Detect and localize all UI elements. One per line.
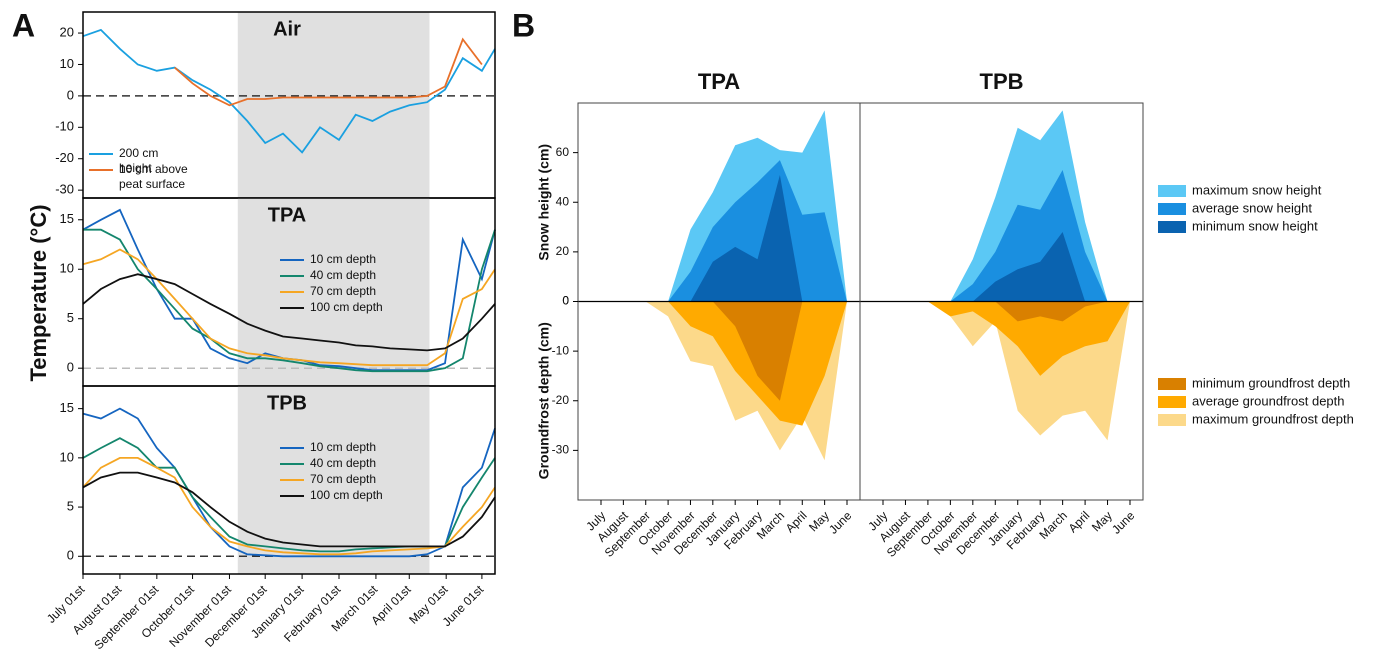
area-series (883, 232, 1130, 302)
legend-label: 10 cm above peat surface (119, 162, 191, 191)
line-series (82, 28, 496, 154)
legend-swatch (1158, 203, 1186, 215)
x-tick-label: June (826, 508, 855, 537)
line-series (82, 471, 496, 548)
y-tick-label: 0 (67, 360, 74, 375)
shaded-period (237, 12, 430, 198)
y-tick-label: 5 (67, 310, 74, 325)
legend-label: 10 cm depth (310, 252, 376, 266)
legend-label: 40 cm depth (310, 268, 376, 282)
legend-label: minimum snow height (1192, 218, 1318, 233)
line-series (83, 228, 496, 373)
line-series (82, 457, 496, 556)
plot-frame (859, 102, 1144, 501)
legend-label: 70 cm depth (310, 284, 376, 298)
line-series (174, 37, 483, 107)
area-series (601, 175, 847, 302)
y-tick-label: -20 (55, 150, 74, 165)
y-tick-label: 0 (67, 548, 74, 563)
area-series (883, 301, 1130, 322)
y-axis-label: Snow height (cm) (536, 144, 552, 261)
legend-label: maximum snow height (1192, 182, 1322, 197)
y-tick-label: 0 (67, 87, 74, 102)
panel-title: TPB (267, 392, 307, 414)
y-axis-label: Temperature (°C) (26, 204, 51, 381)
x-tick-label: May (806, 508, 832, 534)
area-series (883, 301, 1130, 376)
y-tick-label: 10 (60, 449, 74, 464)
y-tick-label: -30 (552, 443, 570, 457)
legend-swatch (1158, 378, 1186, 390)
panel-title: TPA (268, 204, 307, 226)
legend-label: average groundfrost depth (1192, 393, 1345, 408)
y-tick-label: 40 (556, 194, 570, 208)
legend-label: 100 cm depth (310, 488, 383, 502)
legend-swatch (1158, 414, 1186, 426)
legend-label: minimum groundfrost depth (1192, 375, 1350, 390)
legend-label: 40 cm depth (310, 456, 376, 470)
panel-title: Air (273, 18, 301, 40)
y-tick-label: -10 (55, 119, 74, 134)
legend-swatch (1158, 396, 1186, 408)
y2-axis-label: Groundfrost depth (cm) (536, 322, 552, 479)
line-series (82, 273, 496, 352)
panel-title: TPA (698, 69, 740, 94)
shaded-period (237, 386, 430, 574)
y-tick-label: 15 (60, 400, 74, 415)
x-tick-label: June (1109, 508, 1138, 537)
legend-label: maximum groundfrost depth (1192, 411, 1354, 426)
panel-title: TPB (980, 69, 1024, 94)
y-tick-label: 20 (556, 244, 570, 258)
y-tick-label: 20 (60, 24, 74, 39)
y-tick-label: 5 (67, 499, 74, 514)
y-tick-label: 15 (60, 211, 74, 226)
panel-label: A (12, 7, 35, 43)
legend-label: 100 cm depth (310, 300, 383, 314)
y-tick-label: 10 (60, 56, 74, 71)
y-tick-label: -30 (55, 182, 74, 197)
legend-label: 70 cm depth (310, 472, 376, 486)
legend-label: average snow height (1192, 200, 1312, 215)
line-series (82, 407, 496, 558)
legend-label: 10 cm depth (310, 440, 376, 454)
line-series (82, 248, 496, 367)
x-tick-label: May (1089, 508, 1115, 534)
y-tick-label: -10 (552, 343, 570, 357)
panel-label: B (512, 7, 535, 43)
x-tick-label: April (1066, 508, 1093, 535)
y-tick-label: 0 (562, 294, 569, 308)
y-tick-label: 10 (60, 261, 74, 276)
y-tick-label: 60 (556, 145, 570, 159)
legend-swatch (1158, 185, 1186, 197)
plot-frame (82, 385, 496, 575)
area-series (601, 301, 847, 401)
legend-swatch (1158, 221, 1186, 233)
legend-label: 200 cm height (119, 146, 162, 175)
y-tick-label: 0 (562, 294, 569, 308)
x-tick-label: April (783, 508, 810, 535)
x-tick-label: December 01st (202, 582, 270, 650)
y-tick-label: -20 (552, 393, 570, 407)
